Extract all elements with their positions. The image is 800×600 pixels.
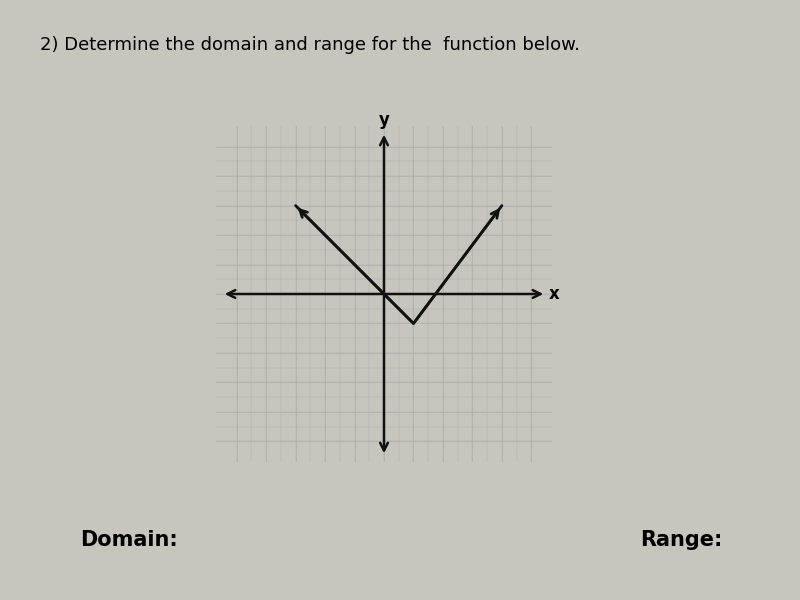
Text: 2) Determine the domain and range for the  function below.: 2) Determine the domain and range for th…	[40, 36, 580, 54]
Text: Domain:: Domain:	[80, 530, 178, 550]
Text: y: y	[378, 111, 390, 129]
Text: x: x	[549, 285, 560, 303]
Text: Range:: Range:	[640, 530, 722, 550]
